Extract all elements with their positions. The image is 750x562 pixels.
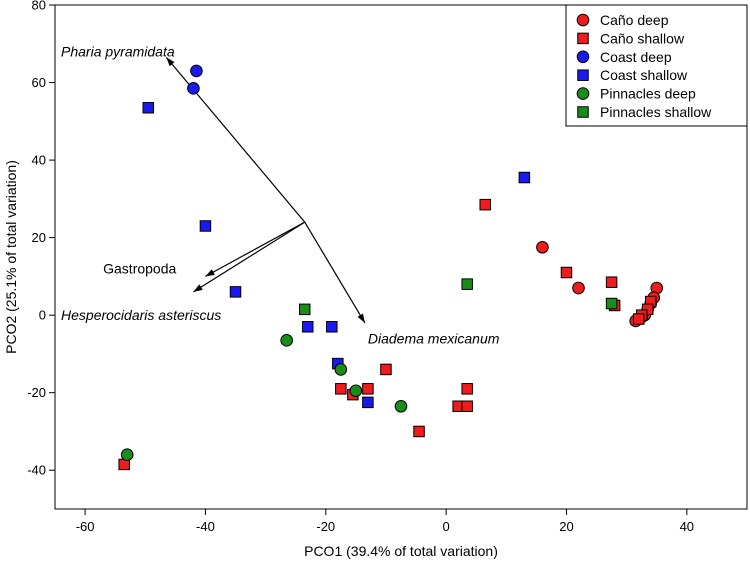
data-point [536, 241, 549, 254]
vector-arrows: Pharia pyramidata Gastropoda Hesperocidari… [61, 44, 500, 347]
data-point [335, 383, 347, 395]
y-tick-label: 60 [32, 75, 46, 90]
legend-entry-label: Pinnacles deep [600, 86, 696, 102]
x-tick-label: 20 [559, 519, 573, 534]
legend: Caño deep Caño shallow Coast deep Coast sha… [565, 4, 748, 127]
data-point [413, 425, 425, 438]
vector-line [304, 221, 366, 324]
legend-marker [577, 69, 589, 81]
data-point [187, 82, 200, 95]
data-point [301, 321, 314, 333]
data-point [334, 363, 348, 376]
y-axis-title: PCO2 (25.1% of total variation) [3, 160, 19, 354]
legend-box [565, 4, 748, 127]
vector-label: Pharia pyramidata [61, 44, 175, 60]
data-point [199, 220, 212, 232]
data-point [326, 321, 338, 333]
data-point [461, 383, 473, 395]
x-axis-ticks: -60 -40 -20 0 20 40 [76, 509, 694, 534]
vector-line [165, 56, 306, 223]
data-point [380, 363, 392, 376]
data-point [120, 448, 134, 462]
data-points [118, 64, 664, 471]
plot-frame [54, 4, 748, 510]
vector-label: Gastropoda [103, 261, 176, 277]
y-tick-label: 40 [32, 153, 46, 168]
legend-entry-label: Pinnacles shallow [600, 104, 712, 120]
legend-marker [577, 106, 589, 118]
vector-arrowhead [193, 284, 203, 292]
data-point [572, 281, 585, 295]
data-point [461, 278, 473, 290]
data-point [394, 399, 408, 413]
data-point [362, 383, 374, 395]
y-tick-label: 0 [39, 308, 46, 323]
legend-entry-label: Caño deep [600, 12, 669, 28]
legend-marker [576, 50, 590, 64]
data-point [229, 286, 242, 298]
data-point [518, 171, 531, 184]
data-point [479, 198, 491, 211]
legend-entry-label: Coast shallow [600, 67, 688, 83]
x-axis-title: PCO1 (39.4% of total variation) [304, 543, 498, 559]
data-point [641, 303, 654, 316]
legend-marker [577, 32, 589, 45]
data-point [560, 266, 573, 279]
y-tick-label: -20 [27, 385, 46, 400]
data-point [632, 313, 645, 325]
vector-label: Hesperocidaris asteriscus [61, 307, 221, 323]
data-point [298, 303, 311, 316]
data-point [142, 101, 155, 114]
legend-marker [576, 87, 590, 100]
y-tick-label: -40 [27, 463, 46, 478]
data-point [461, 400, 473, 413]
x-tick-label: 40 [680, 519, 694, 534]
vector-line [193, 221, 306, 293]
x-tick-label: 0 [443, 519, 450, 534]
y-axis-ticks: -40 -20 0 20 40 60 80 [27, 0, 55, 478]
vector-line [205, 221, 306, 277]
legend-entry-label: Coast deep [600, 49, 672, 65]
y-tick-label: 80 [32, 0, 46, 13]
data-point [349, 384, 363, 398]
data-point [605, 276, 618, 288]
legend-entry-label: Caño shallow [600, 30, 685, 46]
y-tick-label: 20 [32, 230, 46, 245]
legend-marker [576, 13, 590, 27]
vector-arrowhead [166, 57, 175, 67]
data-point [190, 64, 203, 78]
data-point [280, 334, 293, 347]
data-point [362, 396, 374, 409]
x-tick-label: -40 [196, 519, 215, 534]
x-tick-label: -60 [76, 519, 95, 534]
vector-label: Diadema mexicanum [368, 330, 500, 346]
vector-arrowhead [205, 269, 215, 277]
data-point [605, 297, 618, 310]
x-tick-label: -20 [316, 519, 335, 534]
vector-arrowhead [357, 313, 365, 323]
